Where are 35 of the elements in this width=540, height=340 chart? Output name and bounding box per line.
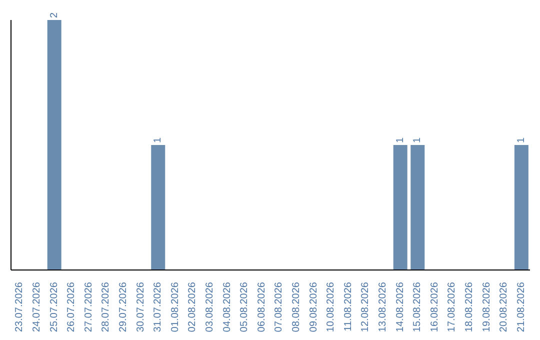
x-tick-label: 04.08.2026 bbox=[222, 282, 233, 332]
x-tick-label: 16.08.2026 bbox=[429, 282, 440, 332]
data-label: 2 bbox=[48, 12, 60, 18]
x-tick-label: 23.07.2026 bbox=[14, 282, 26, 332]
data-label: 1 bbox=[152, 137, 164, 143]
x-tick-label: 09.08.2026 bbox=[308, 282, 320, 332]
x-tick-label: 24.07.2026 bbox=[31, 282, 42, 332]
x-tick-label: 02.08.2026 bbox=[187, 282, 198, 332]
data-label: 1 bbox=[516, 137, 527, 143]
x-tick-label: 06.08.2026 bbox=[256, 282, 268, 332]
x-tick-label: 17.08.2026 bbox=[446, 282, 458, 332]
x-tick-label: 07.08.2026 bbox=[274, 282, 285, 332]
data-label: 1 bbox=[412, 137, 424, 143]
x-tick-label: 14.08.2026 bbox=[394, 282, 406, 332]
x-tick-label: 12.08.2026 bbox=[360, 282, 372, 332]
x-tick-label: 26.07.2026 bbox=[66, 282, 78, 332]
x-tick-label: 28.07.2026 bbox=[100, 282, 112, 332]
x-tick-label: 08.08.2026 bbox=[290, 282, 302, 332]
x-tick-label: 20.08.2026 bbox=[498, 282, 510, 332]
data-label: 1 bbox=[394, 137, 406, 143]
x-tick-label: 01.08.2026 bbox=[170, 282, 181, 332]
x-tick-label: 27.07.2026 bbox=[83, 282, 94, 332]
x-tick-label: 13.08.2026 bbox=[377, 282, 388, 332]
x-tick-label: 10.08.2026 bbox=[326, 282, 337, 332]
x-tick-label: 03.08.2026 bbox=[204, 282, 216, 332]
x-tick-label: 19.08.2026 bbox=[481, 282, 492, 332]
x-tick-label: 31.07.2026 bbox=[152, 282, 164, 332]
x-tick-label: 15.08.2026 bbox=[412, 282, 424, 332]
x-tick-label: 05.08.2026 bbox=[239, 282, 250, 332]
x-tick-label: 21.08.2026 bbox=[516, 282, 527, 332]
x-tick-label: 25.07.2026 bbox=[48, 282, 60, 332]
x-tick-label: 29.07.2026 bbox=[118, 282, 129, 332]
x-tick-label: 18.08.2026 bbox=[464, 282, 475, 332]
x-tick-label: 30.07.2026 bbox=[135, 282, 146, 332]
x-tick-label: 11.08.2026 bbox=[342, 282, 354, 332]
